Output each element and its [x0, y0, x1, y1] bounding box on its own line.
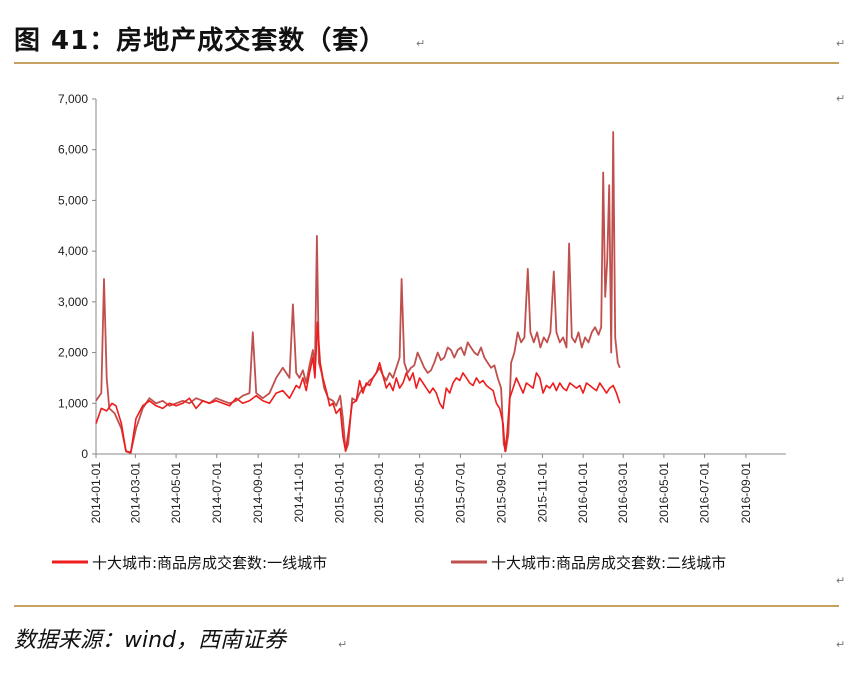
paragraph-mark: ↵	[338, 638, 348, 651]
x-tick-label: 2014-11-01	[292, 462, 306, 523]
x-tick-label: 2015-07-01	[453, 462, 467, 524]
y-tick-label: 4,000	[58, 244, 88, 258]
bottom-divider	[14, 605, 839, 607]
figure-title: 图 41：房地产成交套数（套）	[14, 26, 387, 56]
x-tick-label: 2014-03-01	[128, 462, 142, 524]
x-tick-label: 2015-09-01	[495, 462, 509, 524]
x-tick-label: 2016-03-01	[616, 462, 630, 524]
x-tick-label: 2016-05-01	[657, 462, 671, 524]
y-tick-label: 3,000	[58, 295, 88, 309]
y-tick-label: 7,000	[58, 92, 88, 106]
x-tick-label: 2014-01-01	[89, 462, 103, 524]
paragraph-mark: ↵	[836, 574, 846, 587]
series-line-2	[95, 131, 621, 454]
paragraph-mark: ↵	[836, 92, 846, 105]
legend-label-2: 十大城市:商品房成交套数:二线城市	[491, 554, 726, 572]
y-tick-label: 0	[81, 447, 88, 461]
x-tick-label: 2016-01-01	[576, 462, 590, 524]
top-divider	[14, 62, 839, 64]
y-tick-label: 2,000	[58, 346, 88, 360]
x-tick-label: 2015-01-01	[333, 462, 347, 524]
y-tick-label: 6,000	[58, 143, 88, 157]
x-tick-label: 2014-07-01	[210, 462, 224, 524]
x-tick-label: 2015-05-01	[413, 462, 427, 524]
series-line-1	[95, 321, 621, 454]
y-tick-label: 5,000	[58, 193, 88, 207]
legend-label-1: 十大城市:商品房成交套数:一线城市	[92, 554, 327, 572]
x-tick-label: 2015-11-01	[535, 462, 549, 523]
x-tick-label: 2014-09-01	[251, 462, 265, 524]
paragraph-mark: ↵	[416, 37, 426, 50]
y-tick-label: 1,000	[58, 396, 88, 410]
paragraph-mark: ↵	[836, 638, 846, 651]
x-tick-label: 2016-09-01	[739, 462, 753, 524]
x-tick-label: 2014-05-01	[169, 462, 183, 524]
paragraph-mark: ↵	[836, 37, 846, 50]
line-chart: 0 1,000 2,000 3,000 4,000 5,000 6,000 7,000 2014…	[52, 92, 786, 572]
source-note: 数据来源：wind，西南证券	[14, 628, 287, 653]
x-tick-label: 2016-07-01	[698, 462, 712, 524]
x-tick-label: 2015-03-01	[372, 462, 386, 524]
